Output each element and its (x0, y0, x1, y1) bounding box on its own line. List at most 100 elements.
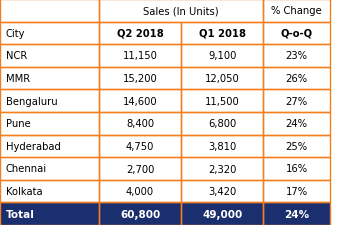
Bar (99, 22, 181, 45)
Text: 8,400: 8,400 (126, 119, 154, 129)
Text: 11,500: 11,500 (205, 96, 240, 106)
Text: 3,420: 3,420 (208, 186, 236, 196)
Bar (0, 158, 99, 180)
Text: 9,100: 9,100 (208, 51, 236, 61)
Bar (263, 112, 330, 135)
Text: 24%: 24% (284, 209, 309, 219)
Bar (181, 202, 263, 225)
Bar (0, 180, 99, 202)
Bar (99, 68, 181, 90)
Text: 26%: 26% (286, 74, 307, 84)
Bar (181, 180, 263, 202)
Text: 3,810: 3,810 (208, 141, 236, 151)
Text: Chennai: Chennai (6, 164, 47, 174)
Bar (0, 68, 99, 90)
Bar (99, 180, 181, 202)
Bar (263, 68, 330, 90)
Bar (0, 0, 99, 22)
Bar (181, 135, 263, 158)
Bar (181, 22, 263, 45)
Bar (0, 45, 99, 68)
Text: Hyderabad: Hyderabad (6, 141, 61, 151)
Text: Q1 2018: Q1 2018 (199, 29, 246, 39)
Bar (263, 68, 330, 90)
Text: 4,750: 4,750 (126, 141, 154, 151)
Bar (263, 202, 330, 225)
Bar (263, 90, 330, 112)
Text: 16%: 16% (286, 164, 307, 174)
Text: Sales (In Units): Sales (In Units) (143, 6, 219, 16)
Bar (181, 202, 263, 225)
Bar (263, 0, 330, 22)
Bar (99, 22, 181, 45)
Bar (263, 202, 330, 225)
Text: 2,700: 2,700 (126, 164, 154, 174)
Bar (181, 112, 263, 135)
Text: Q2 2018: Q2 2018 (117, 29, 163, 39)
Bar (0, 22, 99, 45)
Text: Pune: Pune (6, 119, 31, 129)
Bar (263, 158, 330, 180)
Bar (99, 158, 181, 180)
Text: % Change: % Change (271, 6, 322, 16)
Text: Kolkata: Kolkata (6, 186, 43, 196)
Bar (99, 68, 181, 90)
Bar (263, 180, 330, 202)
Bar (99, 45, 181, 68)
Bar (181, 90, 263, 112)
Text: Bengaluru: Bengaluru (6, 96, 58, 106)
Text: 12,050: 12,050 (205, 74, 240, 84)
Bar (181, 135, 263, 158)
Bar (263, 180, 330, 202)
Bar (263, 135, 330, 158)
Text: 14,600: 14,600 (123, 96, 157, 106)
Bar (263, 135, 330, 158)
Bar (99, 90, 181, 112)
Text: 27%: 27% (286, 96, 307, 106)
Bar (99, 135, 181, 158)
Bar (99, 112, 181, 135)
Bar (0, 135, 99, 158)
Bar (0, 68, 99, 90)
Bar (0, 45, 99, 68)
Text: Q-o-Q: Q-o-Q (280, 29, 313, 39)
Text: 17%: 17% (286, 186, 307, 196)
Bar (181, 180, 263, 202)
Text: 24%: 24% (286, 119, 307, 129)
Bar (99, 45, 181, 68)
Bar (263, 45, 330, 68)
Bar (263, 45, 330, 68)
Bar (0, 90, 99, 112)
Text: Total: Total (6, 209, 35, 219)
Bar (99, 202, 181, 225)
Bar (181, 158, 263, 180)
Bar (263, 0, 330, 22)
Bar (263, 22, 330, 45)
Bar (99, 0, 263, 22)
Bar (263, 90, 330, 112)
Bar (181, 158, 263, 180)
Text: City: City (6, 29, 25, 39)
Bar (0, 180, 99, 202)
Bar (99, 180, 181, 202)
Bar (181, 68, 263, 90)
Bar (99, 202, 181, 225)
Bar (99, 0, 263, 22)
Bar (0, 135, 99, 158)
Bar (0, 0, 99, 22)
Bar (181, 68, 263, 90)
Bar (181, 45, 263, 68)
Bar (181, 90, 263, 112)
Bar (0, 112, 99, 135)
Bar (0, 112, 99, 135)
Text: 49,000: 49,000 (202, 209, 242, 219)
Bar (0, 90, 99, 112)
Bar (0, 22, 99, 45)
Bar (263, 22, 330, 45)
Bar (0, 202, 99, 225)
Text: 2,320: 2,320 (208, 164, 236, 174)
Bar (0, 158, 99, 180)
Text: 15,200: 15,200 (122, 74, 158, 84)
Bar (99, 112, 181, 135)
Bar (99, 90, 181, 112)
